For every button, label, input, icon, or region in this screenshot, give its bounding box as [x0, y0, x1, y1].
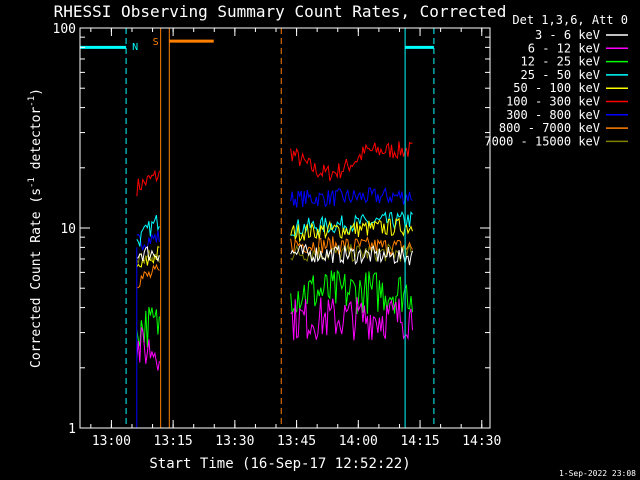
series-line-800to7000keV	[136, 263, 160, 289]
legend-label: 12 - 25 keV	[521, 55, 600, 69]
night-label: N	[132, 42, 138, 53]
x-tick-label: 13:30	[215, 434, 254, 449]
y-axis-label-end: )	[29, 88, 44, 96]
legend-label: 300 - 800 keV	[506, 108, 600, 122]
legend-label: 7000 - 15000 keV	[484, 134, 600, 148]
data-layer	[136, 141, 413, 428]
y-axis-label-sup2: -1	[27, 96, 37, 107]
series-line-100to300keV	[136, 169, 160, 197]
y-tick-label: 1	[68, 422, 76, 437]
series-line-25to50keV	[290, 210, 413, 238]
x-tick-label: 14:30	[462, 434, 501, 449]
x-tick-label: 13:45	[277, 434, 316, 449]
y-axis-label-main: Corrected Count Rate (s	[29, 188, 44, 368]
x-tick-label: 13:00	[92, 434, 131, 449]
footer-date: 1-Sep-2022 23:08	[559, 469, 636, 478]
y-tick-label: 10	[60, 222, 76, 237]
saa-label: S	[153, 37, 159, 48]
legend-label: 3 - 6 keV	[535, 28, 600, 42]
x-tick-label: 13:15	[154, 434, 193, 449]
x-tick-label: 14:00	[339, 434, 378, 449]
legend-label: 6 - 12 keV	[528, 41, 600, 55]
series-line-300to800keV	[290, 186, 413, 208]
series-line-12to25keV	[290, 269, 413, 315]
y-axis-label-sup1: -1	[27, 177, 37, 188]
x-tick-label: 14:15	[400, 434, 439, 449]
series-line-50to100keV	[290, 217, 413, 243]
series-line-50to100keV	[136, 246, 160, 268]
legend-header: Det 1,3,6, Att 0	[512, 13, 628, 27]
series-line-100to300keV	[290, 141, 413, 182]
series-line-3to6keV	[290, 243, 413, 266]
chart-title: RHESSI Observing Summary Count Rates, Co…	[54, 2, 507, 21]
legend-label: 100 - 300 keV	[506, 95, 600, 109]
series-line-6to12keV	[290, 297, 413, 341]
x-axis-label: Start Time (16-Sep-17 12:52:22)	[149, 456, 410, 472]
legend-label: 800 - 7000 keV	[499, 121, 600, 135]
series-line-25to50keV	[136, 215, 160, 247]
legend-label: 50 - 100 keV	[513, 81, 600, 95]
series-line-6to12keV	[136, 327, 160, 371]
series-line-3to6keV	[136, 246, 160, 263]
y-axis-label-mid: detector	[29, 107, 44, 178]
axis-layer: 13:00 13:15 13:30 13:45 14:00 14:15 14:30 1 10 10…	[53, 22, 502, 449]
series-line-12to25keV	[136, 306, 160, 348]
plot-frame	[79, 27, 491, 429]
y-tick-label: 100	[53, 22, 76, 37]
y-axis-label: Corrected Count Rate (s-1 detector-1)	[27, 88, 44, 368]
legend-label: 25 - 50 keV	[521, 68, 600, 82]
